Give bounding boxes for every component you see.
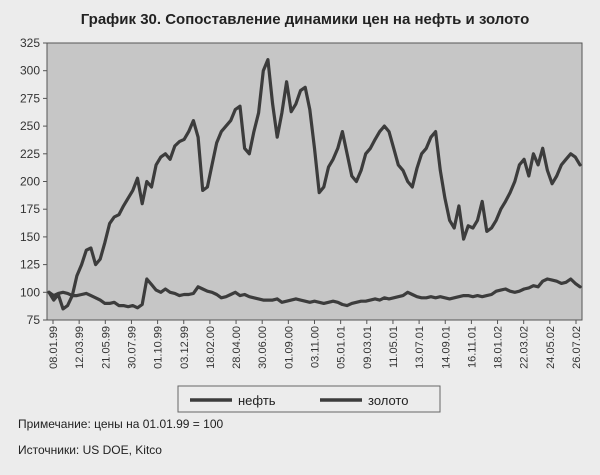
x-tick-label: 18.01.02 [493, 326, 505, 369]
x-tick-label: 26.07.02 [571, 326, 583, 369]
series-layer [47, 57, 582, 311]
x-tick-label: 01.10.99 [153, 326, 165, 369]
chart-sources: Источники: US DOE, Kitco [18, 443, 162, 457]
x-tick-label: 11.05.01 [388, 326, 400, 368]
legend: нефть золото [177, 385, 441, 413]
x-tick-label: 21.05.99 [100, 326, 112, 369]
chart-note: Примечание: цены на 01.01.99 = 100 [18, 417, 224, 431]
series-line-oil [47, 57, 582, 311]
x-tick-label: 16.11.01 [466, 326, 478, 368]
chart-title: График 30. Сопоставление динамики цен на… [81, 11, 530, 28]
x-tick-label: 22.03.02 [519, 326, 531, 369]
x-axis: 08.01.99 12.03.99 21.05.99 30.07.99 01.10.99… [48, 320, 583, 369]
series-line-gold [47, 277, 582, 310]
y-tick-label: 125 [20, 258, 40, 272]
x-tick-label: 08.01.99 [48, 326, 60, 369]
y-tick-label: 100 [20, 285, 40, 299]
y-tick-label: 175 [20, 202, 40, 216]
x-tick-label: 12.03.99 [74, 326, 86, 369]
y-tick-label: 300 [20, 64, 40, 78]
y-tick-label: 250 [20, 119, 40, 133]
x-tick-label: 03.11.00 [310, 326, 322, 368]
x-tick-label: 18.02.00 [205, 326, 217, 369]
x-tick-label: 03.12.99 [179, 326, 191, 369]
x-tick-label: 24.05.02 [545, 326, 557, 369]
legend-label-gold: золото [368, 393, 408, 408]
y-axis: 75 100 125 150 175 200 225 250 275 300 325 [20, 36, 47, 327]
x-tick-label: 01.09.00 [283, 326, 295, 369]
y-tick-label: 275 [20, 91, 40, 105]
x-tick-label: 30.07.99 [126, 326, 138, 369]
legend-label-oil: нефть [238, 393, 276, 408]
y-tick-label: 325 [20, 36, 40, 50]
x-tick-label: 28.04.00 [231, 326, 243, 369]
y-tick-label: 200 [20, 175, 40, 189]
x-tick-label: 05.01.01 [336, 326, 348, 369]
y-tick-label: 225 [20, 147, 40, 161]
plot-area [46, 42, 583, 321]
y-tick-label: 150 [20, 230, 40, 244]
x-tick-label: 30.06.00 [257, 326, 269, 369]
x-tick-label: 14.09.01 [440, 326, 452, 369]
x-tick-label: 13.07.01 [414, 326, 426, 369]
y-tick-label: 75 [27, 313, 41, 327]
x-tick-label: 09.03.01 [362, 326, 374, 369]
